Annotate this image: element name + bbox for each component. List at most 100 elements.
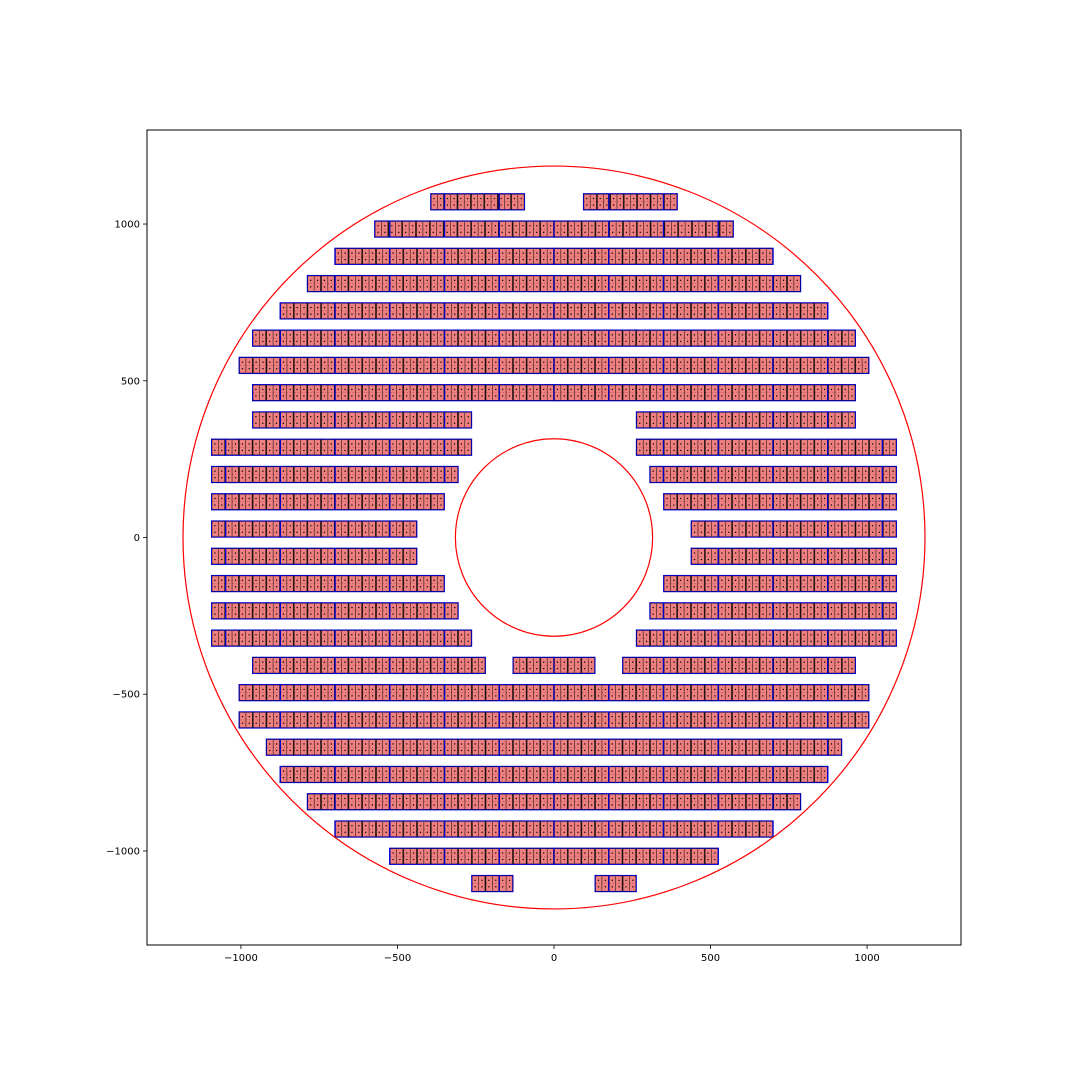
readout-dot [275, 504, 278, 506]
readout-dot [522, 695, 524, 697]
readout-dot [755, 634, 757, 636]
readout-dot [727, 313, 730, 315]
readout-dot [796, 477, 798, 479]
readout-dot [221, 443, 223, 445]
readout-dot [316, 579, 319, 582]
readout-dot [543, 388, 545, 391]
readout-dot [406, 497, 408, 500]
readout-dot [337, 449, 339, 452]
readout-dot [282, 367, 285, 370]
readout-dot [741, 415, 744, 418]
module-segment [553, 656, 596, 675]
readout-dot [296, 443, 298, 445]
readout-dot [446, 640, 449, 643]
readout-dot [728, 634, 730, 636]
readout-dot [529, 667, 531, 670]
readout-dot [262, 640, 264, 643]
segment-fill [252, 411, 472, 429]
readout-dot [693, 388, 696, 391]
readout-dot [584, 286, 586, 288]
readout-dot [864, 579, 867, 582]
readout-dot [269, 367, 271, 370]
readout-dot [611, 361, 613, 363]
readout-dot [364, 661, 367, 663]
readout-dot [625, 252, 627, 254]
readout-dot [364, 449, 367, 452]
readout-dot [796, 586, 798, 588]
readout-dot [501, 231, 503, 234]
readout-dot [686, 586, 689, 588]
readout-dot [830, 477, 833, 479]
readout-dot [782, 286, 785, 288]
readout-dot [351, 667, 353, 670]
readout-dot [425, 231, 428, 234]
readout-dot [310, 477, 312, 479]
readout-dot [364, 558, 367, 561]
readout-dot [364, 340, 367, 343]
readout-dot [577, 252, 579, 254]
readout-dot [495, 313, 497, 315]
readout-dot [858, 640, 860, 643]
readout-dot [357, 443, 360, 445]
readout-dot [789, 334, 792, 336]
readout-dot [384, 225, 386, 227]
readout-dot [597, 306, 600, 309]
readout-dot [282, 449, 285, 452]
readout-dot [857, 361, 860, 363]
readout-dot [467, 640, 469, 643]
readout-dot [426, 361, 429, 363]
readout-dot [590, 279, 593, 282]
readout-dot [755, 606, 757, 609]
readout-dot [789, 477, 791, 479]
readout-dot [563, 395, 565, 397]
readout-dot [399, 497, 401, 500]
readout-dot [447, 279, 449, 282]
readout-dot [816, 477, 819, 479]
readout-dot [460, 667, 463, 670]
readout-dot [823, 634, 826, 636]
readout-dot [440, 504, 442, 506]
readout-dot [364, 525, 367, 527]
readout-dot [433, 443, 435, 445]
readout-dot [734, 361, 737, 363]
readout-dot [433, 634, 435, 636]
readout-dot [796, 531, 798, 533]
readout-dot [885, 443, 887, 445]
readout-dot [317, 313, 319, 315]
readout-dot [604, 361, 607, 363]
readout-dot [782, 667, 785, 670]
readout-dot [399, 558, 401, 561]
readout-dot [507, 204, 509, 206]
readout-dot [241, 579, 244, 582]
readout-dot [789, 606, 791, 609]
readout-dot [426, 586, 428, 588]
readout-dot [741, 606, 744, 609]
readout-dot [638, 667, 641, 670]
readout-dot [241, 497, 244, 500]
readout-dot [769, 252, 771, 254]
readout-dot [755, 667, 757, 670]
readout-dot [412, 422, 415, 424]
readout-dot [734, 449, 737, 452]
readout-dot [803, 470, 805, 472]
readout-dot [871, 443, 874, 445]
readout-dot [577, 286, 579, 288]
readout-dot [481, 258, 483, 261]
readout-dot [515, 340, 518, 343]
readout-dot [618, 231, 621, 234]
readout-dot [262, 552, 264, 554]
readout-dot [536, 231, 538, 234]
readout-dot [680, 422, 682, 424]
readout-dot [323, 497, 326, 500]
readout-dot [858, 579, 860, 582]
readout-dot [762, 552, 764, 554]
readout-dot [775, 470, 778, 472]
readout-dot [673, 204, 675, 206]
readout-dot [858, 606, 860, 609]
readout-dot [570, 395, 572, 397]
readout-dot [344, 504, 346, 506]
readout-dot [364, 531, 367, 533]
readout-dot [310, 613, 312, 615]
readout-dot [529, 258, 531, 261]
readout-dot [275, 579, 278, 582]
